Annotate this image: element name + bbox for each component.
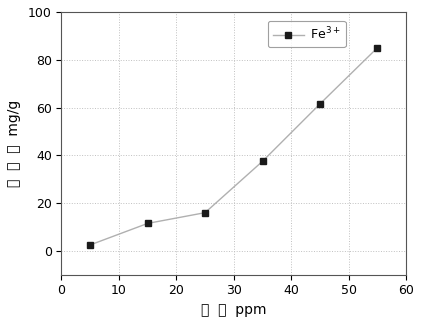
X-axis label: 浓  度  ppm: 浓 度 ppm xyxy=(201,303,266,317)
Legend: Fe$^{3+}$: Fe$^{3+}$ xyxy=(268,21,346,47)
Y-axis label: 吸  附  量  mg/g: 吸 附 量 mg/g xyxy=(7,100,21,187)
Line: Fe$^{3+}$: Fe$^{3+}$ xyxy=(87,44,381,249)
Fe$^{3+}$ xyxy=(88,243,93,247)
Fe$^{3+}$ xyxy=(145,222,150,226)
Fe$^{3+}$ xyxy=(317,102,322,106)
Fe$^{3+}$ xyxy=(260,159,265,163)
Fe$^{3+}$ xyxy=(203,211,208,214)
Fe$^{3+}$ xyxy=(375,46,380,50)
